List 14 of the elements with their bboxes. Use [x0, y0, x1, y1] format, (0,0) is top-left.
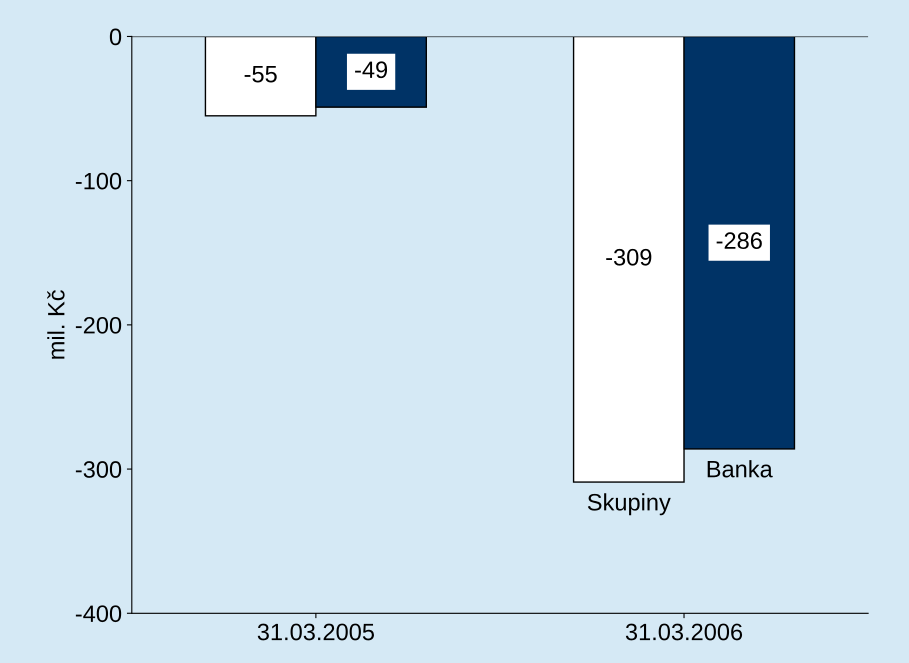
series-label: Banka [708, 460, 773, 478]
data-label: -49 [355, 61, 388, 78]
x-tick-label: 31.03.2005 [258, 624, 374, 640]
data-label: -286 [716, 232, 762, 250]
data-label: -55 [244, 66, 277, 82]
y-tick-label: -200 [76, 316, 122, 334]
y-tick-label: -300 [76, 461, 122, 478]
x-tick-label: 31.03.2006 [626, 624, 742, 640]
y-tick-label: -100 [76, 172, 122, 190]
y-tick-label: 0 [110, 28, 122, 46]
y-axis-title: mil. Kč [47, 290, 65, 359]
data-label: -309 [606, 248, 652, 266]
y-tick-label: -400 [76, 605, 122, 622]
series-label: Skupiny [588, 493, 671, 516]
